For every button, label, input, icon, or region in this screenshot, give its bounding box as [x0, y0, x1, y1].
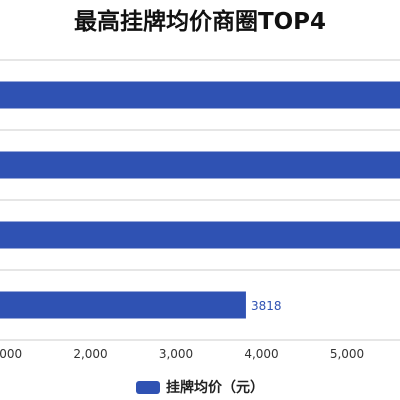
bar: [0, 291, 246, 319]
bar: [0, 221, 400, 249]
legend-label: 挂牌均价（元）: [166, 380, 264, 396]
x-tick-label: 5,000: [330, 347, 364, 361]
data-label: 3818: [251, 299, 282, 313]
x-tick-label: 4,000: [244, 347, 278, 361]
bar: [0, 81, 400, 109]
chart-title: 最高挂牌均价商圈TOP4: [73, 9, 327, 35]
x-tick-label: 1,000: [0, 347, 22, 361]
x-tick-label: 3,000: [159, 347, 193, 361]
legend-swatch: [136, 380, 160, 394]
bar: [0, 151, 400, 179]
legend: 挂牌均价（元）: [0, 376, 400, 398]
x-tick-label: 2,000: [73, 347, 107, 361]
